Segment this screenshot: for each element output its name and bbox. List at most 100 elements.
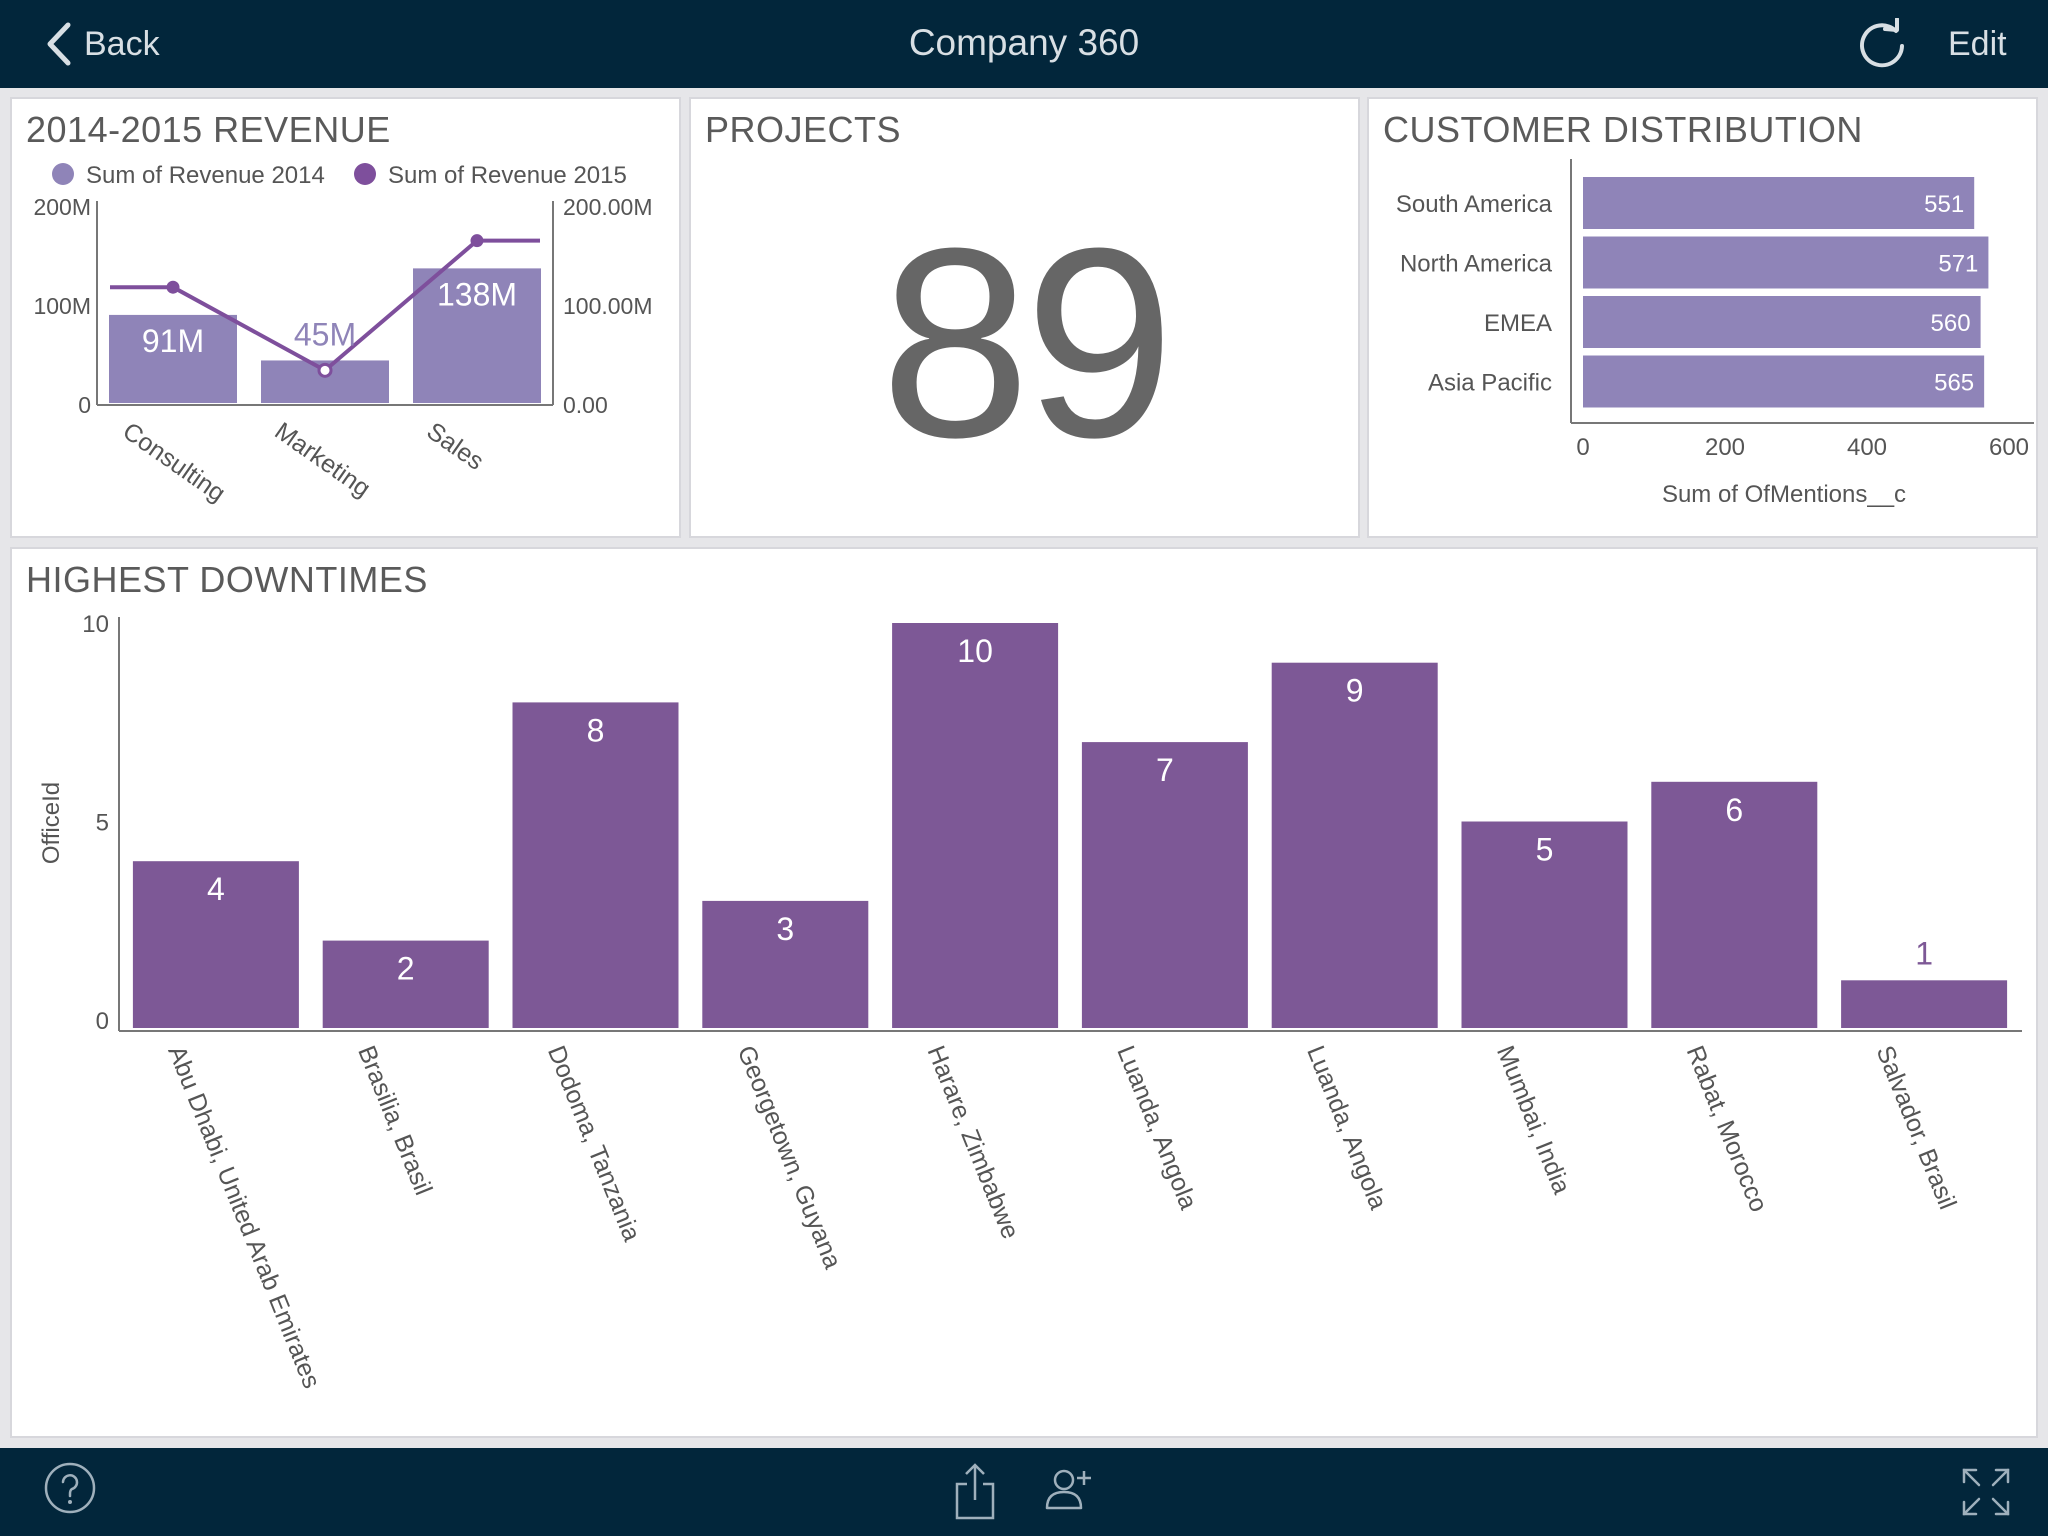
bar: [132, 861, 299, 1028]
data-label: 91M: [142, 323, 204, 359]
x-tick-label: Sales: [422, 417, 489, 476]
x-tick-label: Consulting: [118, 417, 231, 508]
add-user-icon: [1045, 1469, 1091, 1510]
x-tick-label: Mumbai, India: [1491, 1042, 1576, 1198]
bar: [413, 268, 541, 403]
bar: [1583, 296, 1981, 348]
share-button[interactable]: [953, 1462, 997, 1520]
data-label: 8: [587, 712, 605, 748]
bar: [1841, 980, 2008, 1028]
question-circle-icon: [44, 1462, 96, 1514]
add-user-button[interactable]: [1044, 1466, 1094, 1512]
bar: [1461, 821, 1628, 1028]
edit-button[interactable]: Edit: [1948, 25, 2007, 63]
y-axis-title: OfficeId: [38, 782, 65, 864]
chevron-left-icon: [47, 22, 71, 66]
bar: [109, 314, 237, 403]
data-label: 45M: [294, 316, 356, 352]
data-label: 1: [1915, 935, 1933, 971]
y-tick-label: South America: [1396, 191, 1553, 218]
data-label: 4: [207, 871, 225, 907]
y-tick-label: 200.00M: [563, 194, 653, 220]
bar: [1583, 177, 1975, 229]
x-tick-label: Dodoma, Tanzania: [542, 1042, 646, 1245]
revenue-panel: 2014-2015 REVENUE Sum of Revenue 2014 Sum…: [10, 97, 681, 538]
refresh-icon: [1860, 17, 1904, 68]
x-tick-label: Rabat, Morocco: [1681, 1042, 1773, 1216]
page-title: Company 360: [908, 22, 1140, 63]
y-tick-label: 100.00M: [563, 293, 653, 319]
help-button[interactable]: [44, 1462, 96, 1514]
legend-label: Sum of Revenue 2015: [388, 162, 627, 189]
projects-count: 89: [880, 193, 1174, 494]
data-label: 565: [1934, 370, 1974, 397]
x-tick-label: Salvador, Brasil: [1871, 1042, 1962, 1214]
panel-title: HIGHEST DOWNTIMES: [26, 559, 428, 600]
bar: [512, 702, 679, 1028]
downtimes-chart: 0 5 10 OfficeId 4 Abu Dhabi, United Arab Emir…: [38, 611, 2022, 1393]
bar: [702, 900, 869, 1028]
bar: [892, 623, 1059, 1028]
data-label: 5: [1536, 832, 1554, 868]
customer-distribution-chart: South America 551 North America 571 EMEA 560 A…: [1396, 159, 2034, 508]
y-tick-label: Asia Pacific: [1428, 370, 1552, 397]
x-tick-label: 600: [1989, 434, 2029, 461]
legend-label: Sum of Revenue 2014: [86, 162, 325, 189]
x-tick-label: 400: [1847, 434, 1887, 461]
y-tick-label: 0: [96, 1008, 109, 1035]
data-label: 6: [1725, 792, 1743, 828]
x-tick-label: Luanda, Angola: [1301, 1042, 1392, 1214]
x-axis-title: Sum of OfMentions__c: [1662, 481, 1906, 508]
data-label: 2: [397, 951, 415, 987]
downtimes-panel: HIGHEST DOWNTIMES 0 5 10 OfficeId 4 Abu Dhabi…: [10, 547, 2038, 1438]
expand-icon: [1962, 1468, 2010, 1516]
data-label: 560: [1931, 310, 1971, 337]
y-tick-label: North America: [1400, 251, 1553, 278]
top-bar: Back Company 360 Edit: [0, 0, 2048, 88]
x-tick-label: Georgetown, Guyana: [732, 1042, 847, 1273]
y-tick-label: 200M: [33, 194, 91, 220]
panel-title: PROJECTS: [705, 109, 902, 150]
x-tick-label: Harare, Zimbabwe: [922, 1042, 1025, 1243]
data-label: 138M: [437, 276, 517, 312]
panel-title: 2014-2015 REVENUE: [26, 109, 391, 150]
bar: [1583, 355, 1985, 408]
revenue-chart: Sum of Revenue 2014 Sum of Revenue 2015 0 1…: [33, 162, 653, 508]
data-label: 571: [1938, 251, 1978, 278]
customer-distribution-panel: CUSTOMER DISTRIBUTION South America 551 No…: [1367, 97, 2038, 538]
data-label: 10: [957, 633, 993, 669]
y-tick-label: 0.00: [563, 392, 608, 418]
fullscreen-button[interactable]: [1962, 1468, 2010, 1516]
bar: [1271, 662, 1438, 1028]
y-tick-label: 5: [96, 810, 109, 837]
refresh-button[interactable]: [1856, 17, 1908, 70]
back-label: Back: [84, 24, 160, 63]
x-tick-label: Marketing: [270, 417, 376, 503]
y-tick-label: EMEA: [1484, 310, 1552, 337]
data-label: 551: [1924, 191, 1964, 218]
bar: [1651, 781, 1818, 1028]
x-tick-label: 0: [1576, 434, 1589, 461]
y-tick-label: 0: [78, 392, 91, 418]
x-tick-label: 200: [1705, 434, 1745, 461]
y-tick-label: 10: [82, 611, 109, 638]
x-tick-label: Luanda, Angola: [1111, 1042, 1202, 1214]
x-tick-label: Brasilia, Brasil: [352, 1042, 437, 1199]
data-label: 9: [1346, 673, 1364, 709]
legend-swatch: [52, 163, 74, 185]
bar: [1583, 236, 1989, 289]
back-button[interactable]: Back: [44, 18, 160, 70]
panel-title: CUSTOMER DISTRIBUTION: [1383, 109, 1863, 150]
projects-panel: PROJECTS 89: [689, 97, 1360, 538]
legend-swatch: [354, 163, 376, 185]
bar: [1081, 742, 1248, 1028]
y-tick-label: 100M: [33, 293, 91, 319]
bottom-bar: [0, 1448, 2048, 1536]
line-point: [317, 362, 333, 378]
bar: [322, 940, 489, 1028]
line-point: [166, 280, 180, 294]
x-tick-label: Abu Dhabi, United Arab Emirates: [162, 1042, 325, 1393]
line-point: [470, 234, 484, 248]
data-label: 3: [776, 911, 794, 947]
share-icon: [955, 1463, 995, 1520]
